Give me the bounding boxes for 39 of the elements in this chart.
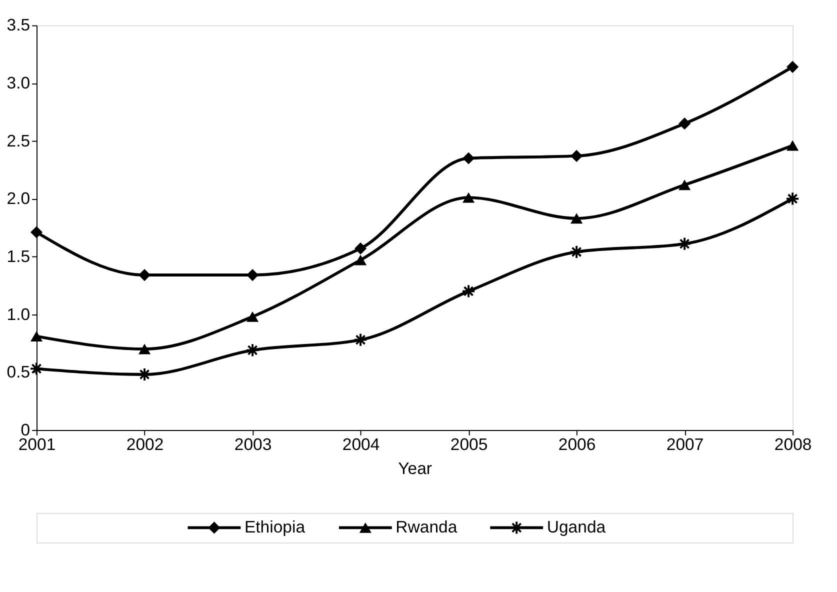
x-tick-label: 2003	[234, 435, 272, 454]
point	[138, 344, 151, 354]
y-tick-label: 1.5	[6, 246, 30, 266]
x-tick-label: 2007	[666, 435, 704, 454]
y-tick-label: 1.0	[6, 304, 30, 324]
point	[462, 192, 475, 203]
legend-label: Ethiopia	[244, 518, 306, 537]
point	[354, 254, 367, 266]
point	[354, 332, 368, 347]
x-axis-title: Year	[398, 458, 432, 478]
point	[462, 284, 476, 298]
x-tick-label: 2002	[126, 435, 164, 454]
y-tick-label: 3.0	[6, 74, 30, 93]
point	[678, 118, 691, 130]
point	[570, 244, 584, 259]
point	[30, 226, 43, 238]
y-tick-label: 2.0	[6, 189, 30, 208]
y-tick-label: 0.5	[6, 362, 30, 382]
point	[786, 192, 800, 206]
point	[786, 140, 799, 151]
legend-label: Rwanda	[396, 518, 458, 537]
point	[29, 362, 44, 376]
y-tick-label: 3.5	[6, 16, 30, 35]
point	[246, 343, 260, 358]
point	[678, 180, 691, 190]
point	[462, 152, 475, 164]
point	[786, 60, 799, 73]
x-tick-label: 2006	[558, 435, 596, 454]
y-tick-label: 2.5	[6, 131, 30, 150]
point	[246, 311, 259, 322]
point	[354, 242, 367, 254]
point	[570, 213, 583, 224]
point	[30, 331, 43, 342]
x-tick-label: 2004	[342, 435, 380, 454]
legend-label: Uganda	[546, 518, 606, 537]
point	[570, 150, 583, 162]
point	[678, 236, 692, 251]
x-tick-label: 2008	[774, 435, 812, 454]
x-tick-label: 2005	[450, 435, 488, 454]
